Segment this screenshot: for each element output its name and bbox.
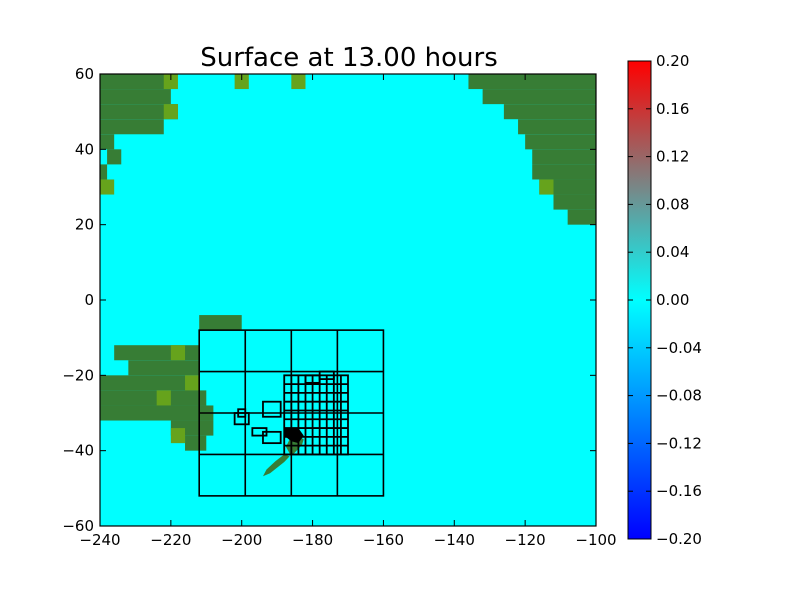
land-cell	[107, 149, 122, 165]
land-layer	[100, 74, 596, 477]
y-tick-label: 20	[75, 216, 94, 234]
colorbar-tick-label: 0.20	[656, 52, 689, 70]
refinement-box	[262, 430, 282, 445]
land-cell	[100, 375, 200, 391]
y-tick-label: −20	[62, 366, 94, 384]
shallow-land-cell	[156, 390, 171, 406]
shallow-land-cell	[100, 179, 115, 195]
y-tick-label: −60	[62, 517, 94, 535]
refinement-box	[318, 370, 335, 381]
new-zealand-south-island	[262, 454, 290, 477]
land-cell	[100, 74, 171, 90]
y-tick-label: 60	[75, 65, 94, 83]
land-cell	[532, 149, 596, 165]
shallow-land-cell	[170, 428, 186, 444]
y-axis: −60 −40 −20 0 20 40 60	[62, 65, 596, 535]
x-tick-label: −200	[221, 531, 262, 549]
land-cell	[100, 164, 108, 180]
land-cell	[185, 435, 207, 451]
land-cell	[518, 119, 596, 135]
colorbar-tick-label: 0.08	[656, 195, 689, 213]
x-tick-label: −120	[505, 531, 546, 549]
colorbar-ticks: 0.20 0.16 0.12 0.08 0.04 0.00 −0.04 −0.08 −0.12 −…	[628, 52, 702, 548]
shallow-land-cell	[163, 74, 178, 90]
x-tick-label: −180	[292, 531, 333, 549]
land-cell	[100, 119, 164, 135]
land-cell	[482, 89, 596, 105]
refinement-box	[233, 412, 250, 426]
grid-patch-layer	[198, 329, 385, 497]
refinement-box	[251, 427, 268, 437]
shallow-land-cell	[234, 74, 249, 90]
colorbar-tick-label: 0.04	[656, 243, 689, 261]
colorbar-tick-label: −0.08	[656, 387, 702, 405]
land-cell	[128, 360, 200, 376]
colorbar-tick-label: 0.12	[656, 148, 689, 166]
colorbar-tick-label: −0.12	[656, 434, 702, 452]
y-tick-label: −40	[62, 442, 94, 460]
refinement-box	[262, 400, 282, 418]
land-cell	[100, 390, 207, 406]
y-tick-label: 40	[75, 140, 94, 158]
plot-area	[100, 74, 596, 526]
land-cell	[567, 209, 596, 225]
x-tick-label: −160	[363, 531, 404, 549]
ocean-surface	[100, 74, 596, 526]
x-tick-label: −240	[79, 531, 120, 549]
colorbar-tick-label: −0.16	[656, 482, 702, 500]
shallow-land-cell	[185, 375, 200, 391]
land-cell	[468, 74, 596, 90]
land-cell	[100, 104, 178, 120]
land-cell	[100, 89, 171, 105]
colorbar-tick-label: 0.00	[656, 291, 689, 309]
y-tick-label: 0	[84, 291, 94, 309]
finest-grid-cluster	[284, 428, 304, 444]
land-cell	[100, 405, 214, 421]
land-cell	[532, 164, 596, 180]
x-axis: −240 −220 −200 −180 −160 −140 −120 −100	[79, 74, 617, 549]
colorbar-tick-label: −0.20	[656, 530, 702, 548]
land-cell	[525, 134, 596, 150]
colorbar: 0.20 0.16 0.12 0.08 0.04 0.00 −0.04 −0.08 −0.12 −…	[627, 52, 702, 548]
land-cell	[199, 315, 242, 331]
land-cell	[100, 134, 115, 150]
shallow-land-cell	[291, 74, 306, 90]
shallow-land-cell	[170, 345, 186, 361]
colorbar-tick-label: 0.16	[656, 100, 689, 118]
shallow-land-cell	[163, 104, 178, 120]
x-tick-label: −220	[150, 531, 191, 549]
x-tick-label: −100	[575, 531, 616, 549]
land-cell	[503, 104, 596, 120]
land-cell	[553, 194, 596, 210]
refinement-box	[237, 408, 247, 418]
x-tick-label: −140	[434, 531, 475, 549]
colorbar-tick-label: −0.04	[656, 339, 702, 357]
plot-title: Surface at 13.00 hours	[200, 43, 498, 73]
land-cell	[114, 345, 200, 361]
shallow-land-cell	[539, 179, 554, 195]
